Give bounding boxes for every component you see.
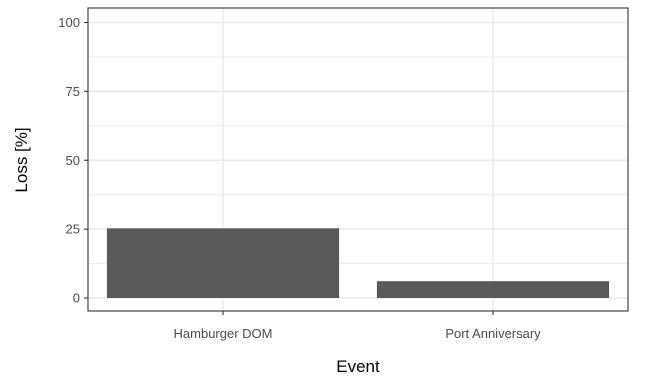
bar <box>376 281 610 298</box>
x-tick-label: Hamburger DOM <box>174 326 273 341</box>
y-tick-label: 25 <box>66 222 80 237</box>
y-axis-ticks: 0 25 50 75 100 <box>58 15 88 306</box>
x-tick-label: Port Anniversary <box>445 326 541 341</box>
y-tick-label: 75 <box>66 84 80 99</box>
plot-panel-border <box>87 7 629 312</box>
bars <box>106 228 610 298</box>
bar <box>106 228 340 298</box>
x-axis-title: Event <box>336 357 380 376</box>
y-tick-label: 0 <box>73 291 80 306</box>
y-tick-label: 50 <box>66 153 80 168</box>
y-tick-label: 100 <box>58 15 80 30</box>
y-axis-title: Loss [%] <box>12 127 31 192</box>
x-axis-ticks: Hamburger DOM Port Anniversary <box>174 311 541 341</box>
